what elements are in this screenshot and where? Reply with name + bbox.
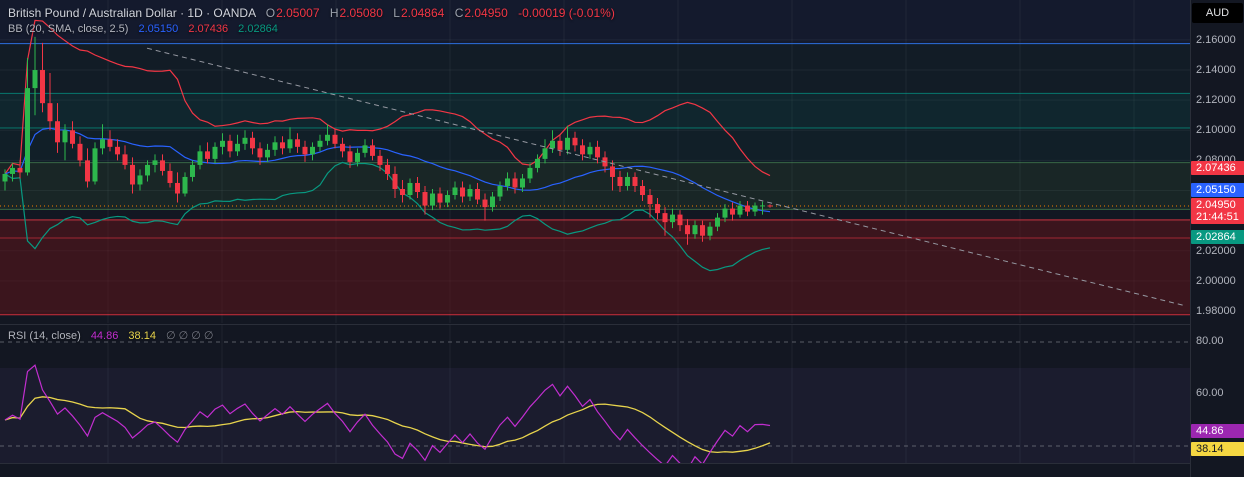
rsi-indicator-title[interactable]: RSI (14, close)	[8, 330, 81, 342]
rsi-chart	[0, 325, 1190, 463]
rsi-value: 44.86	[91, 330, 119, 342]
price-label-2.04950: 2.0495021:44:51	[1191, 198, 1244, 224]
price-label-2.05150: 2.05150	[1191, 183, 1244, 197]
rsi-hidden-values: ∅ ∅ ∅ ∅	[166, 330, 214, 342]
price-tick-2.16000: 2.16000	[1196, 34, 1236, 47]
bb-upper-value: 2.07436	[188, 23, 228, 35]
price-tick-2.00000: 2.00000	[1196, 275, 1236, 288]
price-tick-2.12000: 2.12000	[1196, 94, 1236, 107]
rsi-indicator-legend[interactable]: RSI (14, close) 44.86 38.14 ∅ ∅ ∅ ∅	[8, 329, 214, 342]
rsi-label-38.14: 38.14	[1191, 442, 1244, 456]
symbol-title[interactable]: British Pound / Australian Dollar · 1D ·…	[8, 6, 255, 20]
ohlc-low-label: L	[393, 6, 400, 20]
change-value: -0.00019 (-0.01%)	[518, 6, 615, 20]
price-tick-2.10000: 2.10000	[1196, 124, 1236, 137]
price-tick-2.02000: 2.02000	[1196, 245, 1236, 258]
rsi-tick-60.00: 60.00	[1196, 387, 1224, 400]
time-axis[interactable]	[0, 463, 1190, 477]
price-label-2.07436: 2.07436	[1191, 161, 1244, 175]
main-price-pane[interactable]: British Pound / Australian Dollar · 1D ·…	[0, 0, 1190, 323]
trading-chart-app: British Pound / Australian Dollar · 1D ·…	[0, 0, 1244, 477]
ohlc-open-value: 2.05007	[276, 6, 319, 20]
ohlc-open-label: O	[266, 6, 275, 20]
bb-basis-value: 2.05150	[139, 23, 179, 35]
rsi-tick-80.00: 80.00	[1196, 335, 1224, 348]
ohlc-high-value: 2.05080	[340, 6, 383, 20]
rsi-pane[interactable]: RSI (14, close) 44.86 38.14 ∅ ∅ ∅ ∅	[0, 324, 1190, 463]
price-axis[interactable]: AUD 2.160002.140002.120002.100002.080002…	[1190, 0, 1244, 477]
bb-lower-value: 2.02864	[238, 23, 278, 35]
ohlc-low-value: 2.04864	[401, 6, 444, 20]
rsi-ma-value: 38.14	[128, 330, 156, 342]
price-label-2.02864: 2.02864	[1191, 230, 1244, 244]
bb-indicator-title[interactable]: BB (20, SMA, close, 2.5)	[8, 23, 128, 35]
ohlc-close-value: 2.04950	[464, 6, 507, 20]
rsi-label-44.86: 44.86	[1191, 424, 1244, 438]
candlestick-chart	[0, 0, 1190, 323]
price-tick-2.14000: 2.14000	[1196, 64, 1236, 77]
bb-indicator-legend[interactable]: BB (20, SMA, close, 2.5) 2.05150 2.07436…	[8, 23, 278, 35]
price-tick-1.98000: 1.98000	[1196, 305, 1236, 318]
currency-button[interactable]: AUD	[1192, 3, 1243, 23]
bar-countdown: 21:44:51	[1196, 211, 1244, 223]
symbol-legend: British Pound / Australian Dollar · 1D ·…	[8, 6, 615, 20]
ohlc-close-label: C	[455, 6, 464, 20]
ohlc-high-label: H	[330, 6, 339, 20]
